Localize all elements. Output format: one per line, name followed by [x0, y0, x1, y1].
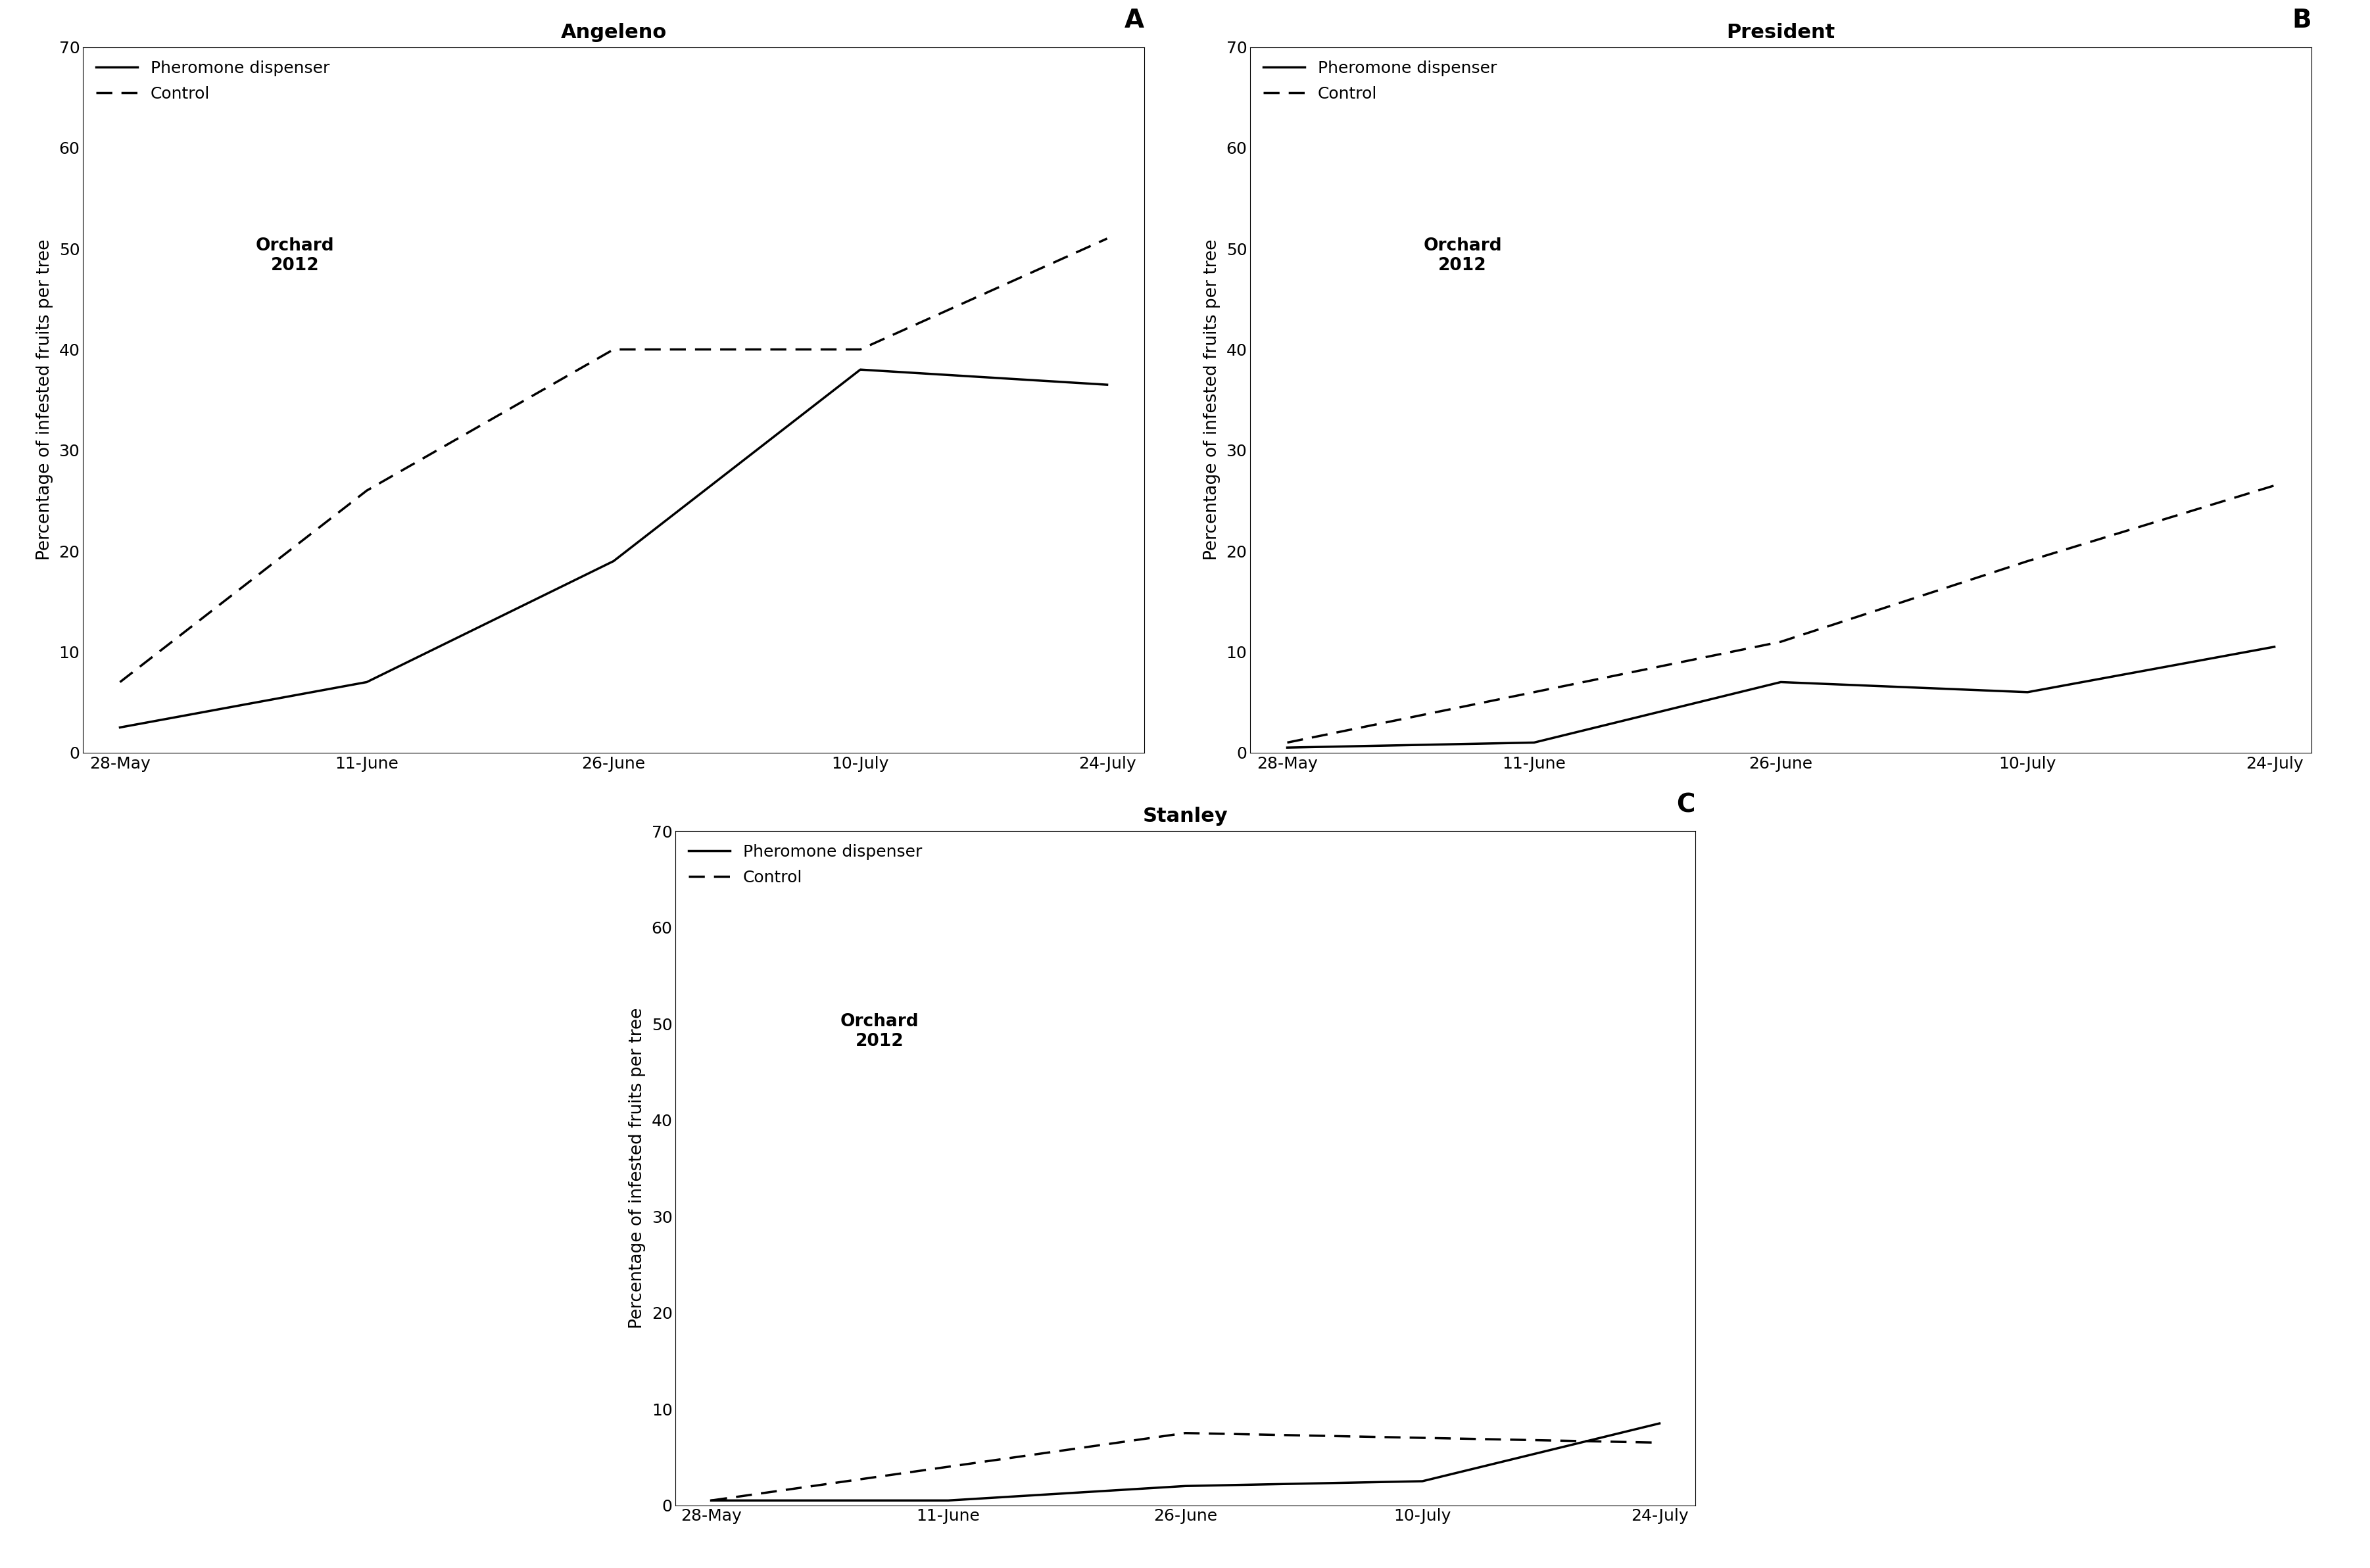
- Legend: Pheromone dispenser, Control: Pheromone dispenser, Control: [90, 53, 337, 108]
- Text: B: B: [2292, 8, 2311, 33]
- Y-axis label: Percentage of infested fruits per tree: Percentage of infested fruits per tree: [1204, 240, 1221, 560]
- Text: C: C: [1676, 792, 1695, 817]
- Title: Angeleno: Angeleno: [559, 24, 666, 42]
- Text: Orchard
2012: Orchard 2012: [839, 1013, 920, 1051]
- Title: President: President: [1725, 24, 1834, 42]
- Title: Stanley: Stanley: [1142, 808, 1228, 826]
- Legend: Pheromone dispenser, Control: Pheromone dispenser, Control: [683, 837, 929, 892]
- Text: A: A: [1123, 8, 1145, 33]
- Legend: Pheromone dispenser, Control: Pheromone dispenser, Control: [1256, 53, 1503, 108]
- Text: Orchard
2012: Orchard 2012: [256, 238, 334, 274]
- Y-axis label: Percentage of infested fruits per tree: Percentage of infested fruits per tree: [628, 1008, 645, 1328]
- Text: Orchard
2012: Orchard 2012: [1422, 238, 1500, 274]
- Y-axis label: Percentage of infested fruits per tree: Percentage of infested fruits per tree: [36, 240, 52, 560]
